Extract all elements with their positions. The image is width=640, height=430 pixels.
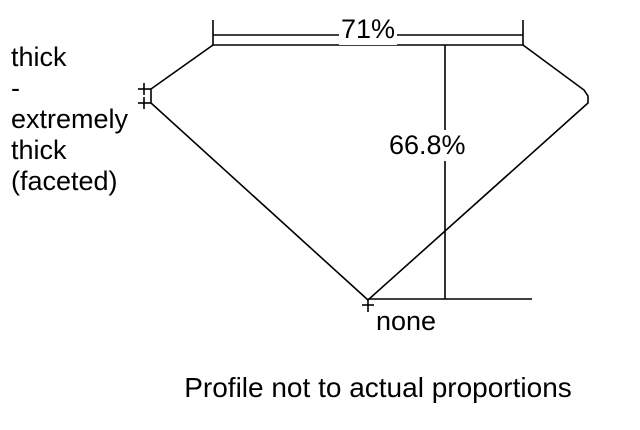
culet-label: none	[376, 306, 437, 336]
girdle-label-line: thick	[11, 135, 67, 165]
girdle-label-line: thick	[11, 42, 67, 72]
caption: Profile not to actual proportions	[184, 372, 572, 403]
girdle-label-line: -	[11, 73, 20, 103]
depth-percentage-label: 66.8%	[389, 130, 466, 161]
table-percentage-label: 71%	[339, 14, 398, 45]
girdle-label-line: extremely	[11, 104, 129, 134]
gem-outline	[150, 44, 589, 302]
girdle-label-line: (faceted)	[11, 166, 118, 196]
girdle-thickness-label: thick - extremely thick (faceted)	[11, 42, 128, 197]
